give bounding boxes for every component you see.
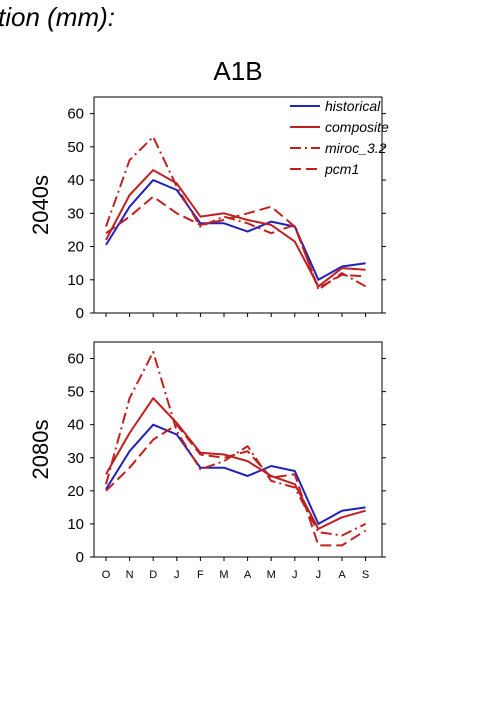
y-tick-label: 60	[67, 106, 84, 123]
x-tick-label: O	[102, 569, 111, 581]
y-tick-label: 30	[67, 205, 84, 222]
series-line-miroc_3.2	[105, 135, 367, 291]
series-line-historical	[105, 423, 366, 525]
panel-frame-2040s	[93, 96, 383, 314]
y-tick-label: 60	[67, 351, 84, 368]
x-tick-label: F	[197, 569, 204, 581]
scenario-title: A1B	[213, 56, 262, 86]
series-line-pcm1	[105, 195, 366, 290]
legend-label-historical: historical	[325, 98, 381, 114]
y-tick-label: 50	[67, 139, 84, 156]
series-line-historical	[105, 179, 366, 281]
x-tick-label: J	[292, 569, 298, 581]
legend-label-composite: composite	[325, 119, 389, 135]
x-tick-label: S	[362, 569, 369, 581]
series-line-pcm1	[105, 423, 367, 547]
legend-label-miroc_3.2: miroc_3.2	[325, 140, 387, 156]
legend-label-pcm1: pcm1	[324, 161, 359, 177]
x-tick-label: M	[219, 569, 228, 581]
y-tick-label: 40	[67, 172, 84, 189]
x-tick-label: A	[244, 569, 252, 581]
y-tick-label: 20	[67, 483, 84, 500]
y-tick-label: 0	[76, 549, 84, 566]
y-tick-label: 30	[67, 450, 84, 467]
y-tick-label: 20	[67, 239, 84, 256]
y-tick-label: 0	[76, 305, 84, 322]
x-tick-label: M	[267, 569, 276, 581]
y-tick-label: 50	[67, 384, 84, 401]
series-line-composite	[105, 397, 366, 530]
x-tick-label: J	[174, 569, 180, 581]
y-tick-label: 10	[67, 272, 84, 289]
x-tick-label: J	[316, 569, 322, 581]
panel-frame-2080s	[93, 341, 383, 558]
page-title: tion (mm):	[0, 2, 115, 32]
x-tick-label: D	[149, 569, 157, 581]
x-tick-label: A	[338, 569, 346, 581]
panel-label-2080s: 2080s	[28, 420, 53, 480]
series-line-miroc_3.2	[105, 350, 367, 537]
panel-label-2040s: 2040s	[28, 175, 53, 235]
y-tick-label: 40	[67, 417, 84, 434]
x-tick-label: N	[126, 569, 134, 581]
y-tick-label: 10	[67, 516, 84, 533]
